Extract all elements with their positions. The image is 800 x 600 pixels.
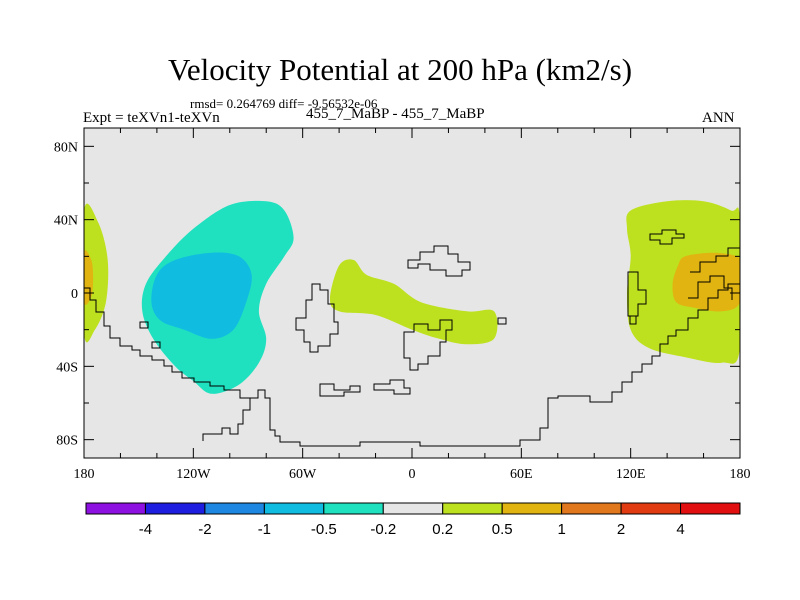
colorbar-box xyxy=(85,502,146,515)
axes: 180 120W 60W 0 60E 120E 180 80N 40N 0 40S 80S xyxy=(54,128,751,482)
colorbar-label: 4 xyxy=(676,521,684,538)
coastline-islet-a xyxy=(139,321,149,329)
stats-label: rmsd= 0.264769 diff= -9.56532e-06 xyxy=(190,96,378,111)
coastline-islet-c xyxy=(497,317,507,325)
y-tick-label: 40S xyxy=(56,360,78,375)
coastline-south-islets-1 xyxy=(319,383,361,397)
contour-region-west-edge xyxy=(84,203,109,343)
y-tick-label: 40N xyxy=(54,214,78,229)
coastline-east-1 xyxy=(649,229,685,245)
coastlines xyxy=(84,229,740,447)
contour-region-south-pacific-core xyxy=(151,252,252,339)
colorbar-box xyxy=(620,502,682,515)
colorbar-box xyxy=(561,502,622,515)
coastline-east-2 xyxy=(627,271,647,325)
coastline-africa xyxy=(295,283,339,353)
coastline-south-islets-2 xyxy=(373,379,411,395)
colorbar: -4 -2 -1 -0.5 -0.2 0.2 0.5 1 2 4 xyxy=(85,502,741,538)
colorbar-label: -0.2 xyxy=(370,521,396,538)
x-tick-label: 120W xyxy=(176,467,211,482)
colorbar-box xyxy=(263,502,325,515)
coastline-south-america-west xyxy=(84,287,250,399)
y-tick-label: 0 xyxy=(71,287,78,302)
experiment-label: Expt = teXVn1-teXVn xyxy=(83,110,220,126)
x-tick-label: 0 xyxy=(409,467,416,482)
colorbar-box xyxy=(382,502,444,515)
case-label: 455_7_MaBP - 455_7_MaBP xyxy=(306,106,485,122)
colorbar-label: -4 xyxy=(139,521,152,538)
y-tick-label: 80N xyxy=(54,140,78,155)
colorbar-box xyxy=(204,502,265,515)
coastline-islet-b xyxy=(151,341,161,349)
colorbar-box xyxy=(442,502,503,515)
x-tick-label: 60W xyxy=(289,467,317,482)
season-label: ANN xyxy=(702,110,735,126)
coastline-east-3 xyxy=(690,247,740,273)
x-tick-label: 180 xyxy=(74,467,95,482)
coastline-central-segment xyxy=(403,319,453,371)
x-tick-label: 120E xyxy=(616,467,646,482)
x-tick-label: 180 xyxy=(730,467,751,482)
chart-title: Velocity Potential at 200 hPa (km2/s) xyxy=(167,52,633,87)
colorbar-label: 0.2 xyxy=(432,521,453,538)
colorbar-box xyxy=(323,502,384,515)
colorbar-label: -2 xyxy=(198,521,211,538)
y-tick-label: 80S xyxy=(56,434,78,449)
x-tick-label: 60E xyxy=(510,467,533,482)
colorbar-label: -1 xyxy=(258,521,271,538)
coastline-north-segment xyxy=(407,245,471,277)
coastline-east-4 xyxy=(688,275,733,300)
contour-regions xyxy=(84,200,740,394)
colorbar-label: 1 xyxy=(557,521,565,538)
colorbar-box xyxy=(144,502,206,515)
contour-region-atlantic xyxy=(330,259,498,345)
colorbar-label: -0.5 xyxy=(311,521,337,538)
colorbar-label: 2 xyxy=(617,521,625,538)
colorbar-box xyxy=(680,502,741,515)
contour-region-west-edge-core xyxy=(84,250,94,305)
colorbar-label: 0.5 xyxy=(492,521,513,538)
coastline-antarctica xyxy=(202,283,740,447)
colorbar-box xyxy=(501,502,563,515)
